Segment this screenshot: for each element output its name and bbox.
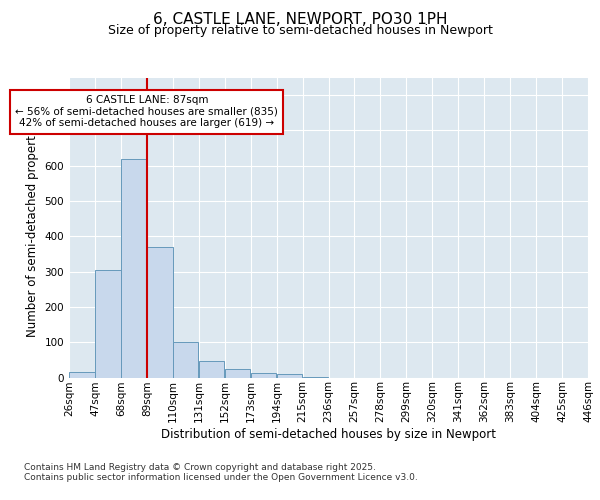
Bar	[277, 374, 302, 378]
Bar	[95, 270, 121, 378]
Text: Size of property relative to semi-detached houses in Newport: Size of property relative to semi-detach…	[107, 24, 493, 37]
Bar	[173, 342, 199, 378]
Bar	[69, 372, 95, 378]
Bar	[147, 247, 173, 378]
Text: Contains HM Land Registry data © Crown copyright and database right 2025.: Contains HM Land Registry data © Crown c…	[24, 464, 376, 472]
Bar	[225, 370, 250, 378]
Bar	[303, 377, 328, 378]
Text: Contains public sector information licensed under the Open Government Licence v3: Contains public sector information licen…	[24, 474, 418, 482]
Bar	[199, 360, 224, 378]
Bar	[121, 158, 146, 378]
Text: 6 CASTLE LANE: 87sqm
← 56% of semi-detached houses are smaller (835)
42% of semi: 6 CASTLE LANE: 87sqm ← 56% of semi-detac…	[16, 95, 278, 128]
Text: 6, CASTLE LANE, NEWPORT, PO30 1PH: 6, CASTLE LANE, NEWPORT, PO30 1PH	[153, 12, 447, 28]
Bar	[251, 374, 277, 378]
X-axis label: Distribution of semi-detached houses by size in Newport: Distribution of semi-detached houses by …	[161, 428, 496, 441]
Y-axis label: Number of semi-detached properties: Number of semi-detached properties	[26, 118, 39, 337]
